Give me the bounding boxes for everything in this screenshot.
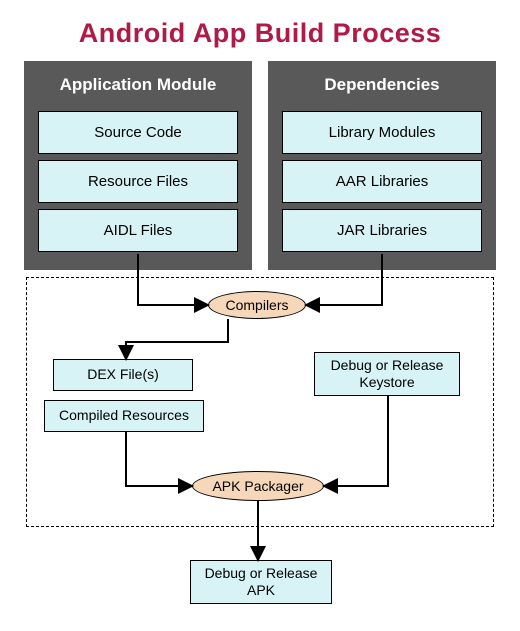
node-apk-output: Debug or Release APK (190, 560, 332, 604)
node-label: Debug or Release Keystore (331, 357, 444, 392)
node-label: Compilers (225, 297, 288, 313)
panel-header-left: Application Module (34, 71, 242, 105)
panel-item: Library Modules (282, 111, 482, 154)
panel-item: Source Code (38, 111, 238, 154)
node-apk-packager: APK Packager (192, 471, 324, 501)
node-dex-files: DEX File(s) (53, 359, 193, 391)
panel-item: Resource Files (38, 160, 238, 203)
node-label: Compiled Resources (59, 407, 189, 425)
node-keystore: Debug or Release Keystore (314, 352, 460, 396)
panel-item: AIDL Files (38, 209, 238, 252)
top-panels: Application Module Source Code Resource … (0, 61, 520, 270)
panel-item: JAR Libraries (282, 209, 482, 252)
node-compiled-resources: Compiled Resources (44, 400, 204, 432)
node-compilers: Compilers (208, 291, 306, 319)
node-label: Debug or Release APK (205, 565, 318, 600)
panel-dependencies: Dependencies Library Modules AAR Librari… (268, 61, 496, 270)
panel-item: AAR Libraries (282, 160, 482, 203)
node-label: APK Packager (212, 478, 303, 494)
page-title: Android App Build Process (0, 0, 520, 61)
panel-header-right: Dependencies (278, 71, 486, 105)
panel-application-module: Application Module Source Code Resource … (24, 61, 252, 270)
node-label: DEX File(s) (87, 366, 159, 384)
